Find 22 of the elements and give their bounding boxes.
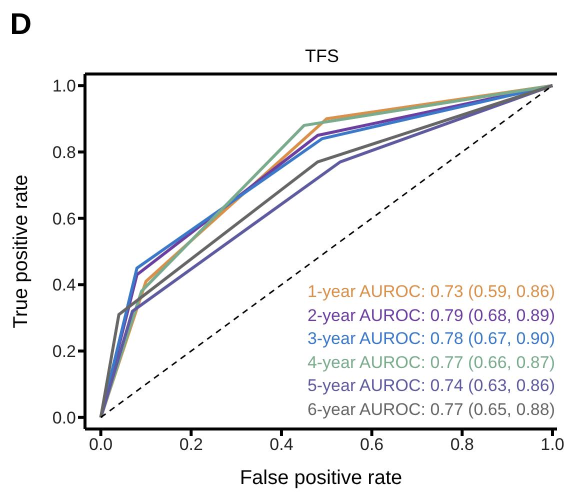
x-tick-label: 0.0	[88, 435, 113, 454]
text: 4-year AUROC: 0.77 (0.66, 0.87)	[307, 352, 555, 374]
chart-title: TFS	[304, 46, 340, 67]
x-tick-label: 0.8	[450, 435, 474, 454]
text: D	[10, 8, 32, 42]
text: 6-year AUROC: 0.77 (0.65, 0.88)	[307, 398, 555, 420]
x-tick-label: 0.2	[179, 435, 203, 454]
text: 1-year AUROC: 0.73 (0.59, 0.86)	[307, 281, 555, 303]
y-tick-label: 0.0	[52, 408, 76, 428]
x-tick-label: 1.0	[540, 435, 564, 454]
text: 2-year AUROC: 0.79 (0.68, 0.89)	[307, 304, 555, 326]
y-tick-label: 0.2	[52, 342, 76, 362]
y-tick-label: 0.4	[52, 276, 76, 295]
y-tick-label: 1.0	[52, 76, 76, 96]
text: 5-year AUROC: 0.74 (0.63, 0.86)	[307, 375, 555, 397]
y-tick-label: 0.8	[52, 143, 76, 162]
x-tick-label: 0.6	[360, 435, 384, 454]
x-axis-title: False positive rate	[240, 467, 402, 489]
x-tick-label: 0.4	[270, 435, 294, 454]
y-axis-title: True positive rate	[10, 174, 32, 328]
text: 3-year AUROC: 0.78 (0.67, 0.90)	[307, 328, 555, 350]
y-tick-label: 0.6	[52, 209, 76, 228]
